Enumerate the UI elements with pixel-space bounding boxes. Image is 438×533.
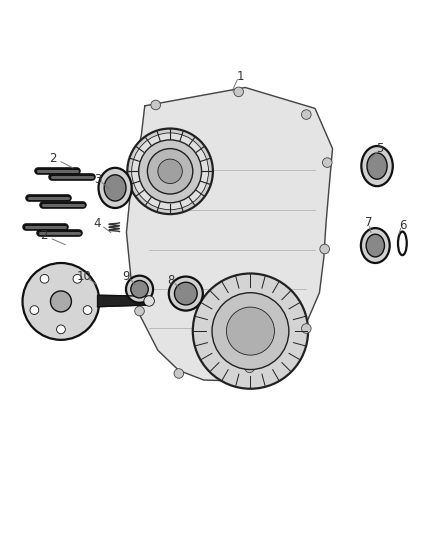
Text: 2: 2 [41, 229, 48, 243]
Polygon shape [98, 295, 149, 306]
Text: 3: 3 [94, 173, 101, 185]
Ellipse shape [169, 277, 203, 311]
Ellipse shape [361, 228, 390, 263]
Circle shape [83, 306, 92, 314]
Ellipse shape [174, 282, 197, 305]
Text: 5: 5 [376, 142, 383, 155]
Text: 6: 6 [399, 219, 406, 231]
Circle shape [212, 293, 289, 369]
Circle shape [158, 159, 182, 183]
Circle shape [234, 87, 244, 96]
Text: 2: 2 [49, 152, 57, 165]
Circle shape [40, 274, 49, 283]
Circle shape [30, 306, 39, 314]
Circle shape [245, 363, 254, 373]
Text: 7: 7 [364, 216, 372, 229]
Text: 9: 9 [123, 270, 130, 282]
Circle shape [132, 133, 208, 210]
Circle shape [301, 110, 311, 119]
Ellipse shape [367, 153, 387, 179]
Text: 8: 8 [167, 274, 175, 287]
Circle shape [148, 149, 193, 194]
Ellipse shape [99, 168, 132, 208]
Circle shape [127, 128, 213, 214]
Circle shape [139, 140, 201, 203]
Ellipse shape [104, 175, 126, 201]
Ellipse shape [131, 280, 148, 298]
Circle shape [322, 158, 332, 167]
Circle shape [144, 296, 154, 306]
Polygon shape [127, 87, 332, 381]
Circle shape [57, 325, 65, 334]
Circle shape [135, 306, 145, 316]
Circle shape [193, 273, 308, 389]
Ellipse shape [126, 276, 153, 303]
Circle shape [151, 100, 160, 110]
Circle shape [301, 324, 311, 333]
Ellipse shape [361, 146, 393, 186]
Circle shape [22, 263, 99, 340]
Circle shape [320, 244, 329, 254]
Circle shape [50, 291, 71, 312]
Text: 10: 10 [77, 270, 92, 282]
Ellipse shape [366, 234, 385, 257]
Circle shape [73, 274, 82, 283]
Circle shape [174, 369, 184, 378]
Text: 1: 1 [236, 70, 244, 83]
Circle shape [226, 307, 275, 355]
Text: 4: 4 [94, 217, 101, 230]
